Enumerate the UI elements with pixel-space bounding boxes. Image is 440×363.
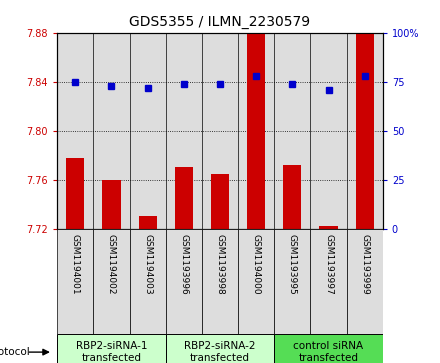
Bar (347, 229, 383, 334)
Text: GSM1193997: GSM1193997 (324, 234, 333, 295)
Text: GSM1193995: GSM1193995 (288, 234, 297, 295)
Text: RBP2-siRNA-2
transfected: RBP2-siRNA-2 transfected (184, 341, 256, 363)
Bar (311, 229, 347, 334)
Bar (274, 33, 311, 229)
Bar (175, 167, 193, 229)
Bar (274, 334, 383, 363)
Bar (356, 26, 374, 229)
Bar (93, 229, 129, 334)
Bar (347, 33, 383, 229)
Bar (319, 226, 337, 229)
Bar (166, 334, 274, 363)
Text: GSM1193996: GSM1193996 (180, 234, 188, 295)
Bar (93, 33, 129, 229)
Text: GSM1194003: GSM1194003 (143, 234, 152, 295)
Text: control siRNA
transfected: control siRNA transfected (293, 341, 363, 363)
Text: GSM1194002: GSM1194002 (107, 234, 116, 294)
Text: GSM1193998: GSM1193998 (216, 234, 224, 295)
Bar (166, 33, 202, 229)
Bar (211, 174, 229, 229)
Bar (238, 229, 274, 334)
Bar (129, 229, 166, 334)
Title: GDS5355 / ILMN_2230579: GDS5355 / ILMN_2230579 (129, 15, 311, 29)
Text: GSM1194001: GSM1194001 (71, 234, 80, 295)
Bar (202, 33, 238, 229)
Text: GSM1193999: GSM1193999 (360, 234, 369, 295)
Bar (311, 33, 347, 229)
Bar (129, 33, 166, 229)
Bar (57, 33, 93, 229)
Text: RBP2-siRNA-1
transfected: RBP2-siRNA-1 transfected (76, 341, 147, 363)
Bar (103, 180, 121, 229)
Text: protocol: protocol (0, 347, 29, 357)
Bar (57, 229, 93, 334)
Bar (283, 165, 301, 229)
Bar (202, 229, 238, 334)
Bar (57, 334, 166, 363)
Text: GSM1194000: GSM1194000 (252, 234, 260, 295)
Bar (139, 216, 157, 229)
Bar (247, 23, 265, 229)
Bar (274, 229, 311, 334)
Bar (238, 33, 274, 229)
Bar (66, 158, 84, 229)
Bar (166, 229, 202, 334)
